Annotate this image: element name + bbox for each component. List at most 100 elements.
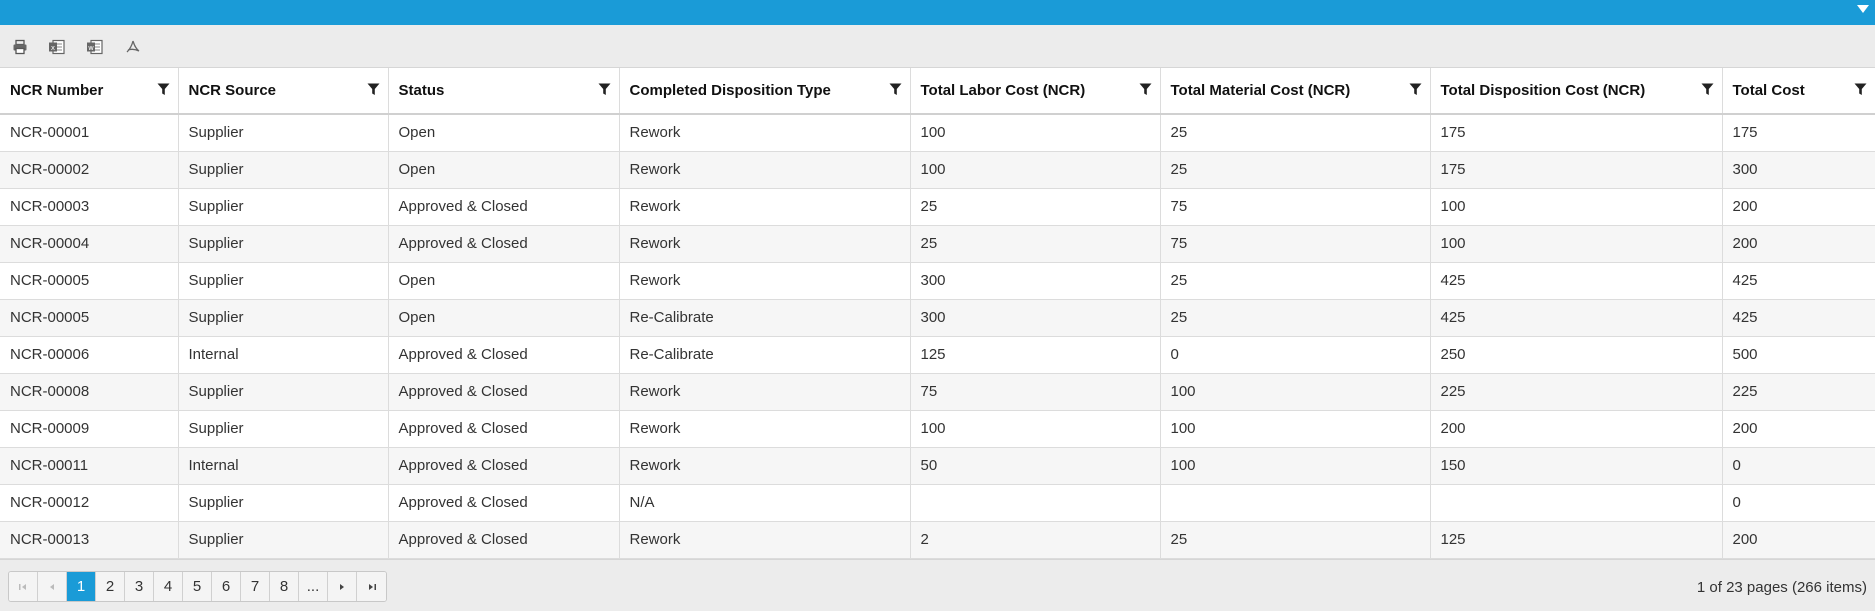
table-row[interactable]: NCR-00005 Supplier Open Re-Calibrate 300 25 42… bbox=[0, 299, 1875, 337]
table-cell: 50 bbox=[910, 447, 1161, 485]
export-pdf-icon[interactable] bbox=[122, 36, 144, 58]
page-button[interactable]: 8 bbox=[270, 572, 299, 601]
column-header[interactable]: NCR Source bbox=[178, 68, 389, 115]
column-header-label: Total Cost bbox=[1732, 82, 1805, 99]
table-row[interactable]: NCR-00006 Internal Approved & Closed Re-Cal… bbox=[0, 336, 1875, 374]
table-cell: N/A bbox=[619, 484, 911, 522]
table-cell: Open bbox=[388, 114, 620, 152]
page-button[interactable]: 6 bbox=[212, 572, 241, 601]
table-cell: Approved & Closed bbox=[388, 336, 620, 374]
chevron-down-icon[interactable] bbox=[1857, 5, 1869, 13]
table-cell: NCR-00005 bbox=[0, 299, 179, 337]
table-cell: Supplier bbox=[178, 188, 389, 226]
page-button[interactable]: 5 bbox=[183, 572, 212, 601]
table-cell: NCR-00008 bbox=[0, 373, 179, 411]
table-cell bbox=[1160, 484, 1431, 522]
table-cell: 300 bbox=[910, 262, 1161, 300]
filter-icon[interactable] bbox=[367, 83, 380, 100]
table-cell: Rework bbox=[619, 373, 911, 411]
table-cell: 125 bbox=[1430, 521, 1723, 559]
filter-icon[interactable] bbox=[1701, 83, 1714, 100]
table-cell: 100 bbox=[1430, 188, 1723, 226]
table-cell: Internal bbox=[178, 336, 389, 374]
table-cell: 100 bbox=[1160, 410, 1431, 448]
table-cell: NCR-00001 bbox=[0, 114, 179, 152]
table-cell: 100 bbox=[1160, 373, 1431, 411]
table-cell: Open bbox=[388, 299, 620, 337]
filter-icon[interactable] bbox=[889, 83, 902, 100]
table-cell: NCR-00003 bbox=[0, 188, 179, 226]
table-cell: Rework bbox=[619, 225, 911, 263]
table-row[interactable]: NCR-00011 Internal Approved & Closed Rework… bbox=[0, 447, 1875, 485]
table-cell: 225 bbox=[1722, 373, 1875, 411]
column-header[interactable]: Total Material Cost (NCR) bbox=[1160, 68, 1431, 115]
table-cell: Supplier bbox=[178, 484, 389, 522]
table-cell: 100 bbox=[910, 410, 1161, 448]
table-cell: 100 bbox=[910, 151, 1161, 189]
table-row[interactable]: NCR-00001 Supplier Open Rework 100 25 175 175 bbox=[0, 114, 1875, 152]
table-cell: 0 bbox=[1722, 447, 1875, 485]
table-cell: Re-Calibrate bbox=[619, 336, 911, 374]
table-cell: 100 bbox=[910, 114, 1161, 152]
table-cell: Approved & Closed bbox=[388, 410, 620, 448]
table-row[interactable]: NCR-00012 Supplier Approved & Closed N/A 0 bbox=[0, 484, 1875, 522]
filter-icon[interactable] bbox=[598, 83, 611, 100]
page-button[interactable]: 7 bbox=[241, 572, 270, 601]
column-header[interactable]: Total Cost bbox=[1722, 68, 1875, 115]
page-button[interactable]: 1 bbox=[67, 572, 96, 601]
table-cell: 2 bbox=[910, 521, 1161, 559]
ncr-data-grid: NCR Number NCR Source Status Completed Disp… bbox=[0, 68, 1875, 559]
table-cell: NCR-00006 bbox=[0, 336, 179, 374]
page-button[interactable]: 2 bbox=[96, 572, 125, 601]
last-page-icon[interactable] bbox=[357, 572, 386, 601]
column-header[interactable]: NCR Number bbox=[0, 68, 179, 115]
column-header[interactable]: Total Disposition Cost (NCR) bbox=[1430, 68, 1723, 115]
pager-info: 1 of 23 pages (266 items) bbox=[1696, 579, 1867, 596]
table-cell: 25 bbox=[1160, 114, 1431, 152]
table-cell: 0 bbox=[1722, 484, 1875, 522]
top-bar bbox=[0, 0, 1875, 25]
export-excel-icon[interactable]: x bbox=[46, 36, 68, 58]
filter-icon[interactable] bbox=[1139, 83, 1152, 100]
column-header-label: Total Disposition Cost (NCR) bbox=[1440, 82, 1646, 99]
table-row[interactable]: NCR-00003 Supplier Approved & Closed Rework… bbox=[0, 188, 1875, 226]
table-row[interactable]: NCR-00013 Supplier Approved & Closed Rework… bbox=[0, 521, 1875, 559]
table-cell: 25 bbox=[1160, 521, 1431, 559]
table-cell: Rework bbox=[619, 114, 911, 152]
table-cell: NCR-00002 bbox=[0, 151, 179, 189]
next-page-icon[interactable] bbox=[328, 572, 357, 601]
filter-icon[interactable] bbox=[1854, 83, 1867, 100]
first-page-icon[interactable] bbox=[9, 572, 38, 601]
table-cell: NCR-00011 bbox=[0, 447, 179, 485]
table-cell: Rework bbox=[619, 151, 911, 189]
prev-page-icon[interactable] bbox=[38, 572, 67, 601]
table-cell: 200 bbox=[1430, 410, 1723, 448]
filter-icon[interactable] bbox=[1409, 83, 1422, 100]
table-row[interactable]: NCR-00008 Supplier Approved & Closed Rework… bbox=[0, 373, 1875, 411]
table-cell: 500 bbox=[1722, 336, 1875, 374]
table-cell: 25 bbox=[1160, 299, 1431, 337]
column-header[interactable]: Completed Disposition Type bbox=[619, 68, 911, 115]
table-row[interactable]: NCR-00004 Supplier Approved & Closed Rework… bbox=[0, 225, 1875, 263]
table-cell: Approved & Closed bbox=[388, 373, 620, 411]
export-word-icon[interactable]: w bbox=[84, 36, 106, 58]
print-icon[interactable] bbox=[9, 36, 31, 58]
column-header[interactable]: Status bbox=[388, 68, 620, 115]
table-row[interactable]: NCR-00005 Supplier Open Rework 300 25 425 425 bbox=[0, 262, 1875, 300]
page-button[interactable]: ... bbox=[299, 572, 328, 601]
page-button[interactable]: 3 bbox=[125, 572, 154, 601]
column-header[interactable]: Total Labor Cost (NCR) bbox=[910, 68, 1161, 115]
table-cell: 200 bbox=[1722, 410, 1875, 448]
table-row[interactable]: NCR-00009 Supplier Approved & Closed Rework… bbox=[0, 410, 1875, 448]
table-cell: 175 bbox=[1430, 114, 1723, 152]
table-cell: Supplier bbox=[178, 225, 389, 263]
filter-icon[interactable] bbox=[157, 83, 170, 100]
page-button[interactable]: 4 bbox=[154, 572, 183, 601]
table-row[interactable]: NCR-00002 Supplier Open Rework 100 25 175 300 bbox=[0, 151, 1875, 189]
table-cell: 100 bbox=[1160, 447, 1431, 485]
table-cell: Internal bbox=[178, 447, 389, 485]
table-cell: 25 bbox=[910, 188, 1161, 226]
column-header-label: NCR Source bbox=[188, 82, 277, 99]
table-cell: Rework bbox=[619, 410, 911, 448]
table-cell: 125 bbox=[910, 336, 1161, 374]
